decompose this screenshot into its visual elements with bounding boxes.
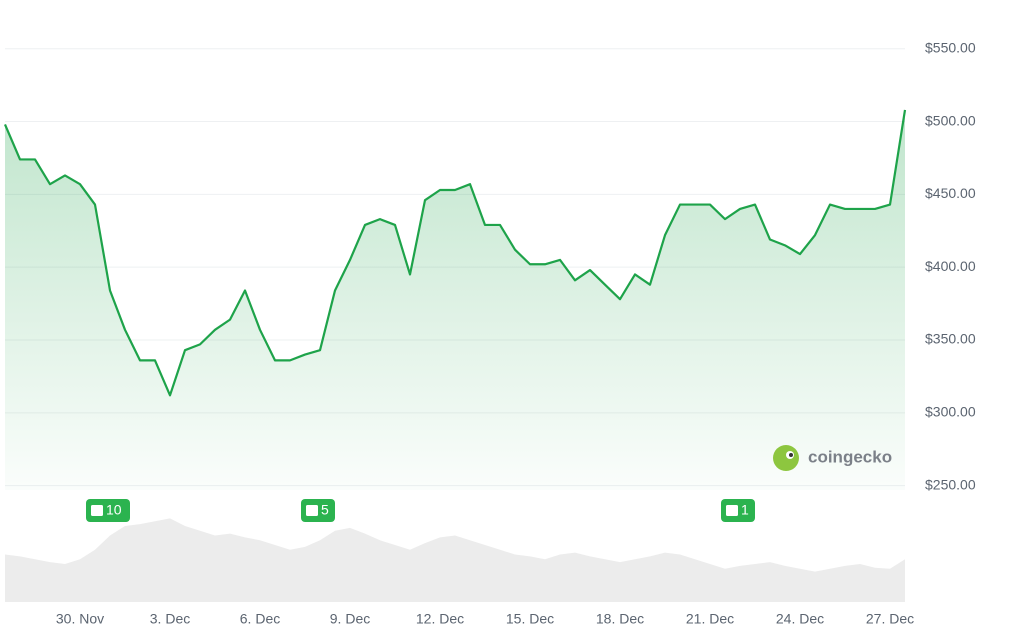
x-tick-label: 30. Nov xyxy=(56,611,104,627)
y-tick-label: $350.00 xyxy=(925,331,976,347)
badge-count: 5 xyxy=(321,502,329,518)
x-tick-label: 21. Dec xyxy=(686,611,734,627)
y-tick-label: $500.00 xyxy=(925,112,976,128)
y-tick-label: $450.00 xyxy=(925,185,976,201)
badge-icon xyxy=(726,505,738,516)
badge-icon xyxy=(306,505,318,516)
x-tick-label: 27. Dec xyxy=(866,611,914,627)
news-badge: 5 xyxy=(301,499,335,522)
price-area xyxy=(5,109,905,490)
x-tick-label: 18. Dec xyxy=(596,611,644,627)
watermark-logo xyxy=(773,445,799,471)
badge-count: 1 xyxy=(741,502,749,518)
y-tick-label: $400.00 xyxy=(925,258,976,274)
x-tick-label: 12. Dec xyxy=(416,611,464,627)
price-line xyxy=(3,109,907,397)
badge-count: 10 xyxy=(106,502,122,518)
volume-area xyxy=(5,518,905,602)
x-tick-label: 15. Dec xyxy=(506,611,554,627)
x-tick-label: 24. Dec xyxy=(776,611,824,627)
badge-box xyxy=(86,499,130,522)
y-tick-label: $300.00 xyxy=(925,404,976,420)
x-tick-label: 9. Dec xyxy=(330,611,370,627)
news-badge: 1 xyxy=(721,499,755,522)
x-tick-label: 3. Dec xyxy=(150,611,190,627)
badge-icon xyxy=(91,505,103,516)
x-tick-label: 6. Dec xyxy=(240,611,280,627)
y-tick-label: $550.00 xyxy=(925,39,976,55)
watermark: coingecko xyxy=(808,447,892,466)
y-tick-label: $250.00 xyxy=(925,476,976,492)
news-badge: 10 xyxy=(86,499,130,522)
